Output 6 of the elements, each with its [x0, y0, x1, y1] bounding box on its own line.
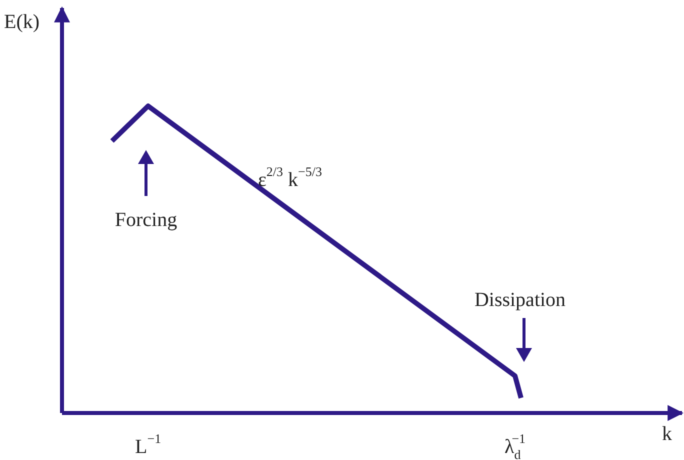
annotation: ε$^{2/3}$ k$^{−5/3}$	[258, 164, 322, 191]
text: E(k)	[4, 11, 40, 33]
x-tick-label: L$^{−1}$	[135, 431, 162, 458]
text: k	[662, 423, 672, 445]
annotation: Forcing	[114, 209, 178, 231]
annotation: Dissipation	[474, 289, 566, 311]
